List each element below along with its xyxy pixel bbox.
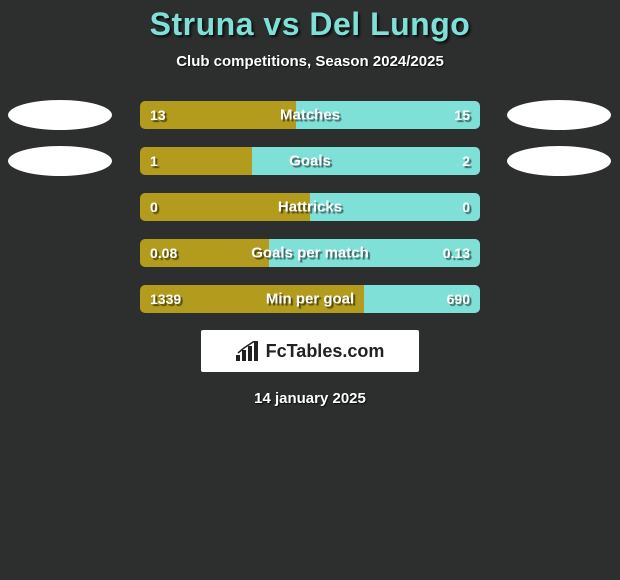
stat-row: 1339690Min per goal [0,282,620,316]
stat-bar-left [140,101,296,129]
stat-bar-right [269,239,480,267]
subtitle: Club competitions, Season 2024/2025 [0,53,620,70]
stat-bar: 1339690Min per goal [140,285,480,313]
comparison-chart: Struna vs Del Lungo Club competitions, S… [0,0,620,580]
stat-bar-right [310,193,480,221]
brand-badge: FcTables.com [201,330,419,372]
player-avatar-left [8,146,112,176]
stat-row: 12Goals [0,144,620,178]
stat-rows: 1315Matches 12Goals 00Hattricks 0.080.13Goa… [0,98,620,316]
stat-bar-right [364,285,480,313]
stat-bar-right [296,101,480,129]
stat-bar: 00Hattricks [140,193,480,221]
stat-row: 0.080.13Goals per match [0,236,620,270]
stat-bar-left [140,147,252,175]
player-avatar-left [8,100,112,130]
stat-bar-right [252,147,480,175]
stat-bar-left [140,285,364,313]
stat-bar: 0.080.13Goals per match [140,239,480,267]
stat-row: 00Hattricks [0,190,620,224]
stat-bar: 1315Matches [140,101,480,129]
player-avatar-right [507,146,611,176]
stat-row: 1315Matches [0,98,620,132]
chart-icon [236,341,260,361]
stat-bar-left [140,193,310,221]
player-avatar-right [507,100,611,130]
stat-bar: 12Goals [140,147,480,175]
page-title: Struna vs Del Lungo [0,6,620,43]
stat-bar-left [140,239,269,267]
brand-text: FcTables.com [266,341,385,362]
date-label: 14 january 2025 [0,390,620,407]
